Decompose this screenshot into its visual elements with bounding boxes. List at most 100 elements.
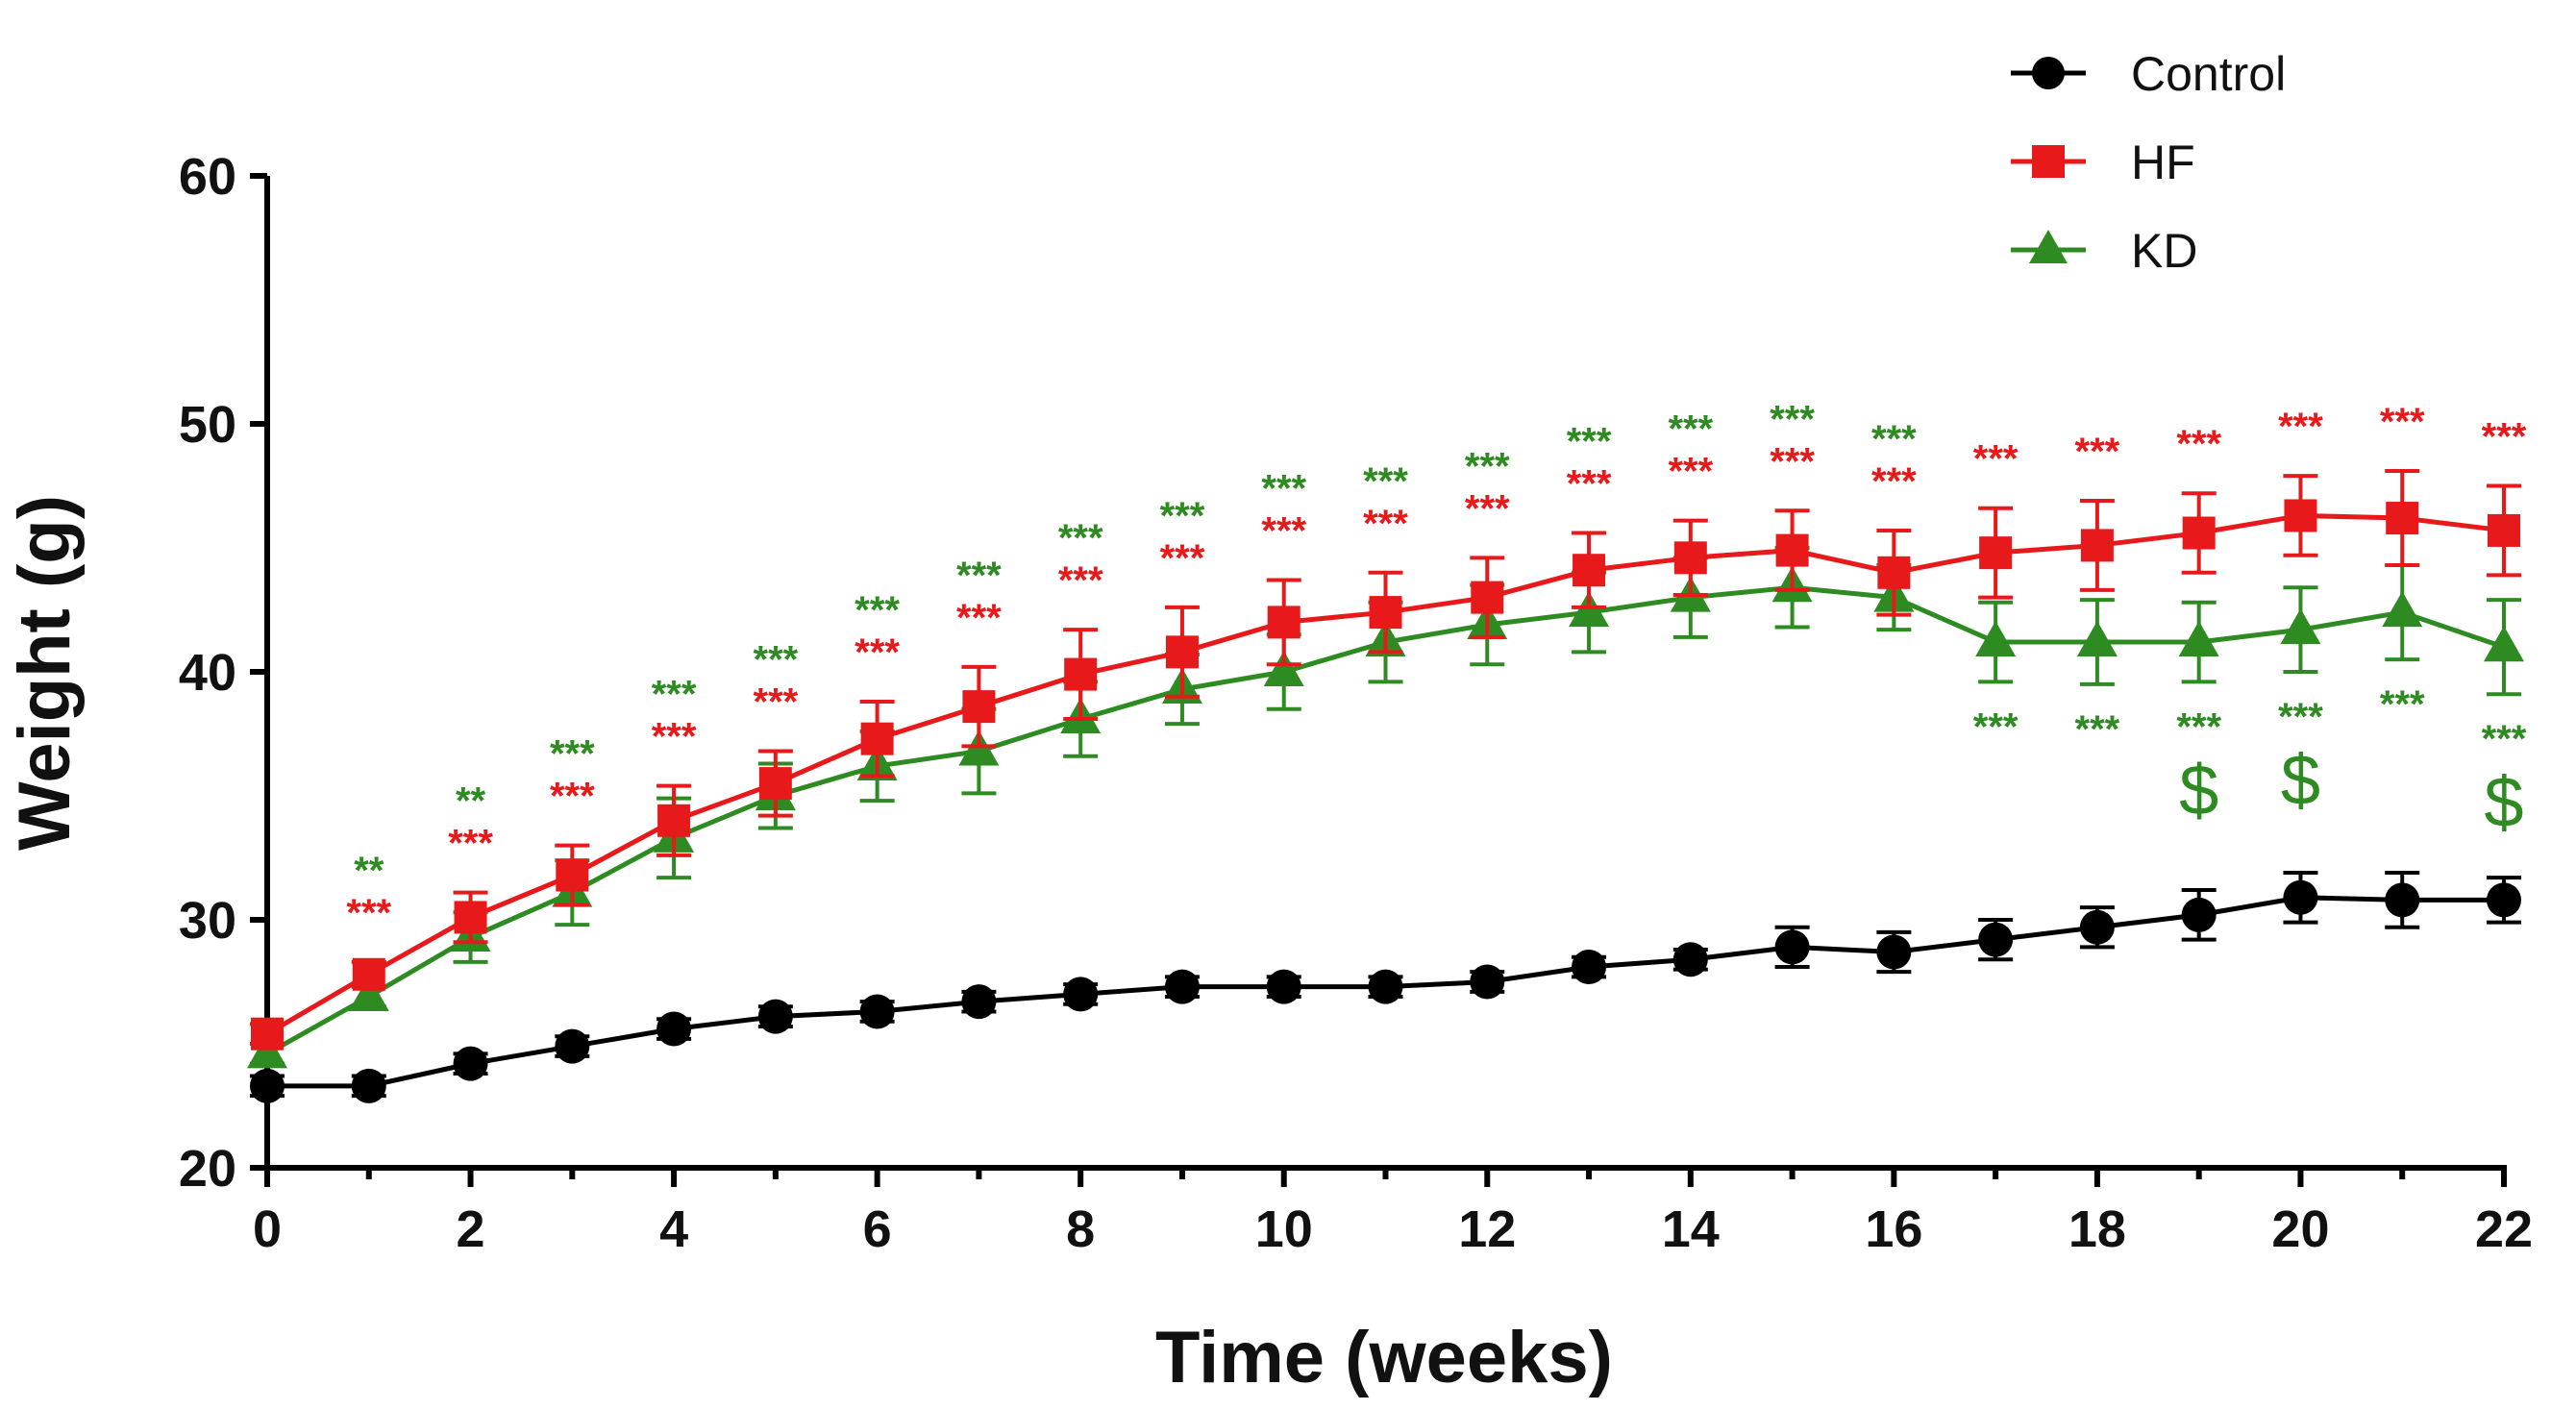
data-point xyxy=(348,975,389,1011)
hf-significance-label: *** xyxy=(1668,451,1713,493)
data-point xyxy=(1774,929,1810,965)
data-point xyxy=(251,1017,284,1051)
hf-significance-label: *** xyxy=(2075,431,2120,473)
data-point xyxy=(1975,621,2017,657)
hf-significance-label: *** xyxy=(956,597,1002,639)
kd-significance-label: ** xyxy=(456,780,486,823)
data-point xyxy=(1164,969,1200,1004)
y-axis-title: Weight (g) xyxy=(4,495,86,851)
hf-significance-label: *** xyxy=(1160,537,1205,580)
data-point xyxy=(2080,529,2114,562)
kd-significance-label: *** xyxy=(1363,460,1408,503)
x-tick-label: 16 xyxy=(1865,1200,1922,1258)
data-point xyxy=(1775,533,1809,567)
hf-significance-label: *** xyxy=(1770,440,1815,482)
data-point xyxy=(556,858,589,892)
data-point xyxy=(454,901,487,934)
data-point xyxy=(2178,621,2219,657)
data-point xyxy=(758,767,792,801)
hf-significance-label: *** xyxy=(855,631,900,674)
legend-item-hf: HF xyxy=(2011,136,2195,189)
kd-significance-label: *** xyxy=(1465,445,1510,487)
kd-significance-label: *** xyxy=(550,733,595,776)
data-point xyxy=(1266,969,1301,1004)
hf-significance-label: *** xyxy=(1567,463,1612,506)
x-tick-label: 6 xyxy=(863,1200,892,1258)
kd-significance-label: *** xyxy=(1668,408,1713,451)
x-tick-label: 20 xyxy=(2271,1200,2329,1258)
data-point xyxy=(757,999,793,1034)
kd-significance-label: *** xyxy=(1261,468,1306,510)
hf-significance-label: *** xyxy=(2380,401,2425,443)
x-tick-label: 10 xyxy=(1255,1200,1313,1258)
data-point xyxy=(1470,964,1505,1000)
series-control xyxy=(250,870,2521,1103)
kd-significance-label: *** xyxy=(1973,705,2019,748)
data-point xyxy=(2484,626,2524,662)
data-point xyxy=(1471,581,1504,614)
series-layer xyxy=(247,469,2524,1103)
hf-significance-label: *** xyxy=(1363,503,1408,545)
data-point xyxy=(1876,934,1912,970)
hf-significance-label: *** xyxy=(1058,559,1103,602)
kd-significance-label: *** xyxy=(1160,495,1205,537)
legend-label: KD xyxy=(2131,224,2197,278)
data-point xyxy=(859,994,895,1029)
data-point xyxy=(1978,922,2014,957)
x-tick-label: 4 xyxy=(659,1200,688,1258)
kd-significance-label: *** xyxy=(652,674,697,716)
data-point xyxy=(453,1046,488,1081)
kd-significance-label: *** xyxy=(956,555,1002,597)
kd-vs-hf-significance-label: $ xyxy=(2179,750,2218,829)
hf-significance-label: *** xyxy=(1973,438,2019,481)
data-point xyxy=(2382,591,2423,628)
data-point xyxy=(2079,909,2115,945)
data-point xyxy=(1063,977,1099,1012)
data-point xyxy=(351,1068,386,1103)
kd-vs-hf-significance-label: $ xyxy=(2484,762,2523,842)
legend-marker xyxy=(2032,145,2065,178)
hf-significance-label: *** xyxy=(2278,406,2323,448)
x-tick-label: 0 xyxy=(253,1200,282,1258)
data-point xyxy=(1672,942,1708,977)
data-point xyxy=(860,722,894,755)
kd-significance-label: *** xyxy=(1567,421,1612,463)
kd-significance-label: *** xyxy=(2075,708,2120,751)
legend-label: Control xyxy=(2131,47,2286,101)
data-point xyxy=(2076,621,2118,657)
kd-significance-label: *** xyxy=(1770,398,1815,440)
hf-significance-label: *** xyxy=(448,823,493,865)
data-point xyxy=(1979,536,2013,570)
kd-significance-label: *** xyxy=(1058,517,1103,559)
data-point xyxy=(2182,516,2216,550)
hf-significance-label: *** xyxy=(550,776,595,818)
data-point xyxy=(2284,499,2317,532)
y-tick-label: 30 xyxy=(179,892,236,950)
data-point xyxy=(656,1011,692,1047)
data-point xyxy=(1267,606,1300,639)
hf-significance-label: *** xyxy=(1261,510,1306,553)
data-point xyxy=(1573,554,1606,587)
data-point xyxy=(247,1032,287,1069)
data-point xyxy=(352,957,385,991)
kd-significance-label: *** xyxy=(2380,683,2425,726)
x-axis-title: Time (weeks) xyxy=(1155,1317,1613,1398)
significance-annotations: ********** ****** ****** ****** ****** ******… xyxy=(346,398,2526,934)
data-point xyxy=(1572,950,1607,985)
kd-significance-label: *** xyxy=(2278,696,2323,738)
y-tick-label: 60 xyxy=(179,148,236,206)
legend-marker xyxy=(2029,230,2068,263)
y-tick-label: 40 xyxy=(179,644,236,702)
data-point xyxy=(1064,657,1098,691)
x-tick-label: 8 xyxy=(1066,1200,1095,1258)
x-tick-label: 2 xyxy=(457,1200,485,1258)
data-point xyxy=(657,804,691,837)
hf-significance-label: *** xyxy=(2176,423,2221,465)
data-point xyxy=(1368,969,1403,1004)
data-point xyxy=(250,1068,285,1103)
kd-significance-label: *** xyxy=(1871,418,1917,460)
legend-label: HF xyxy=(2131,136,2195,189)
data-point xyxy=(1877,556,1911,589)
data-point xyxy=(1263,651,1304,686)
